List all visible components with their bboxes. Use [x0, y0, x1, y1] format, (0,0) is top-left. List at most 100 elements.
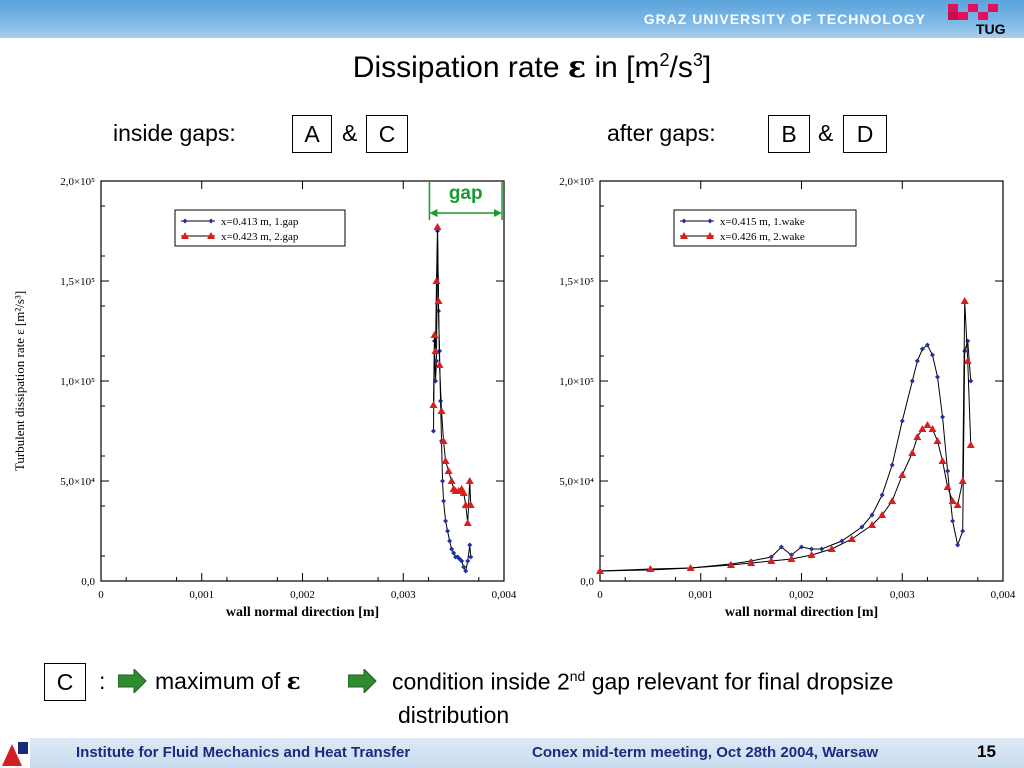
y-tick-label: 2,0×10⁵ — [559, 176, 594, 188]
footer-bar — [0, 738, 1024, 768]
legend-box — [673, 209, 857, 247]
data-point — [940, 414, 946, 420]
legend-marker — [208, 218, 214, 224]
series-1 — [596, 297, 975, 574]
y-tick-label: 5,0×10⁴ — [559, 476, 594, 488]
data-point — [923, 421, 932, 428]
data-point — [948, 497, 957, 504]
footer-meeting: Conex mid-term meeting, Oct 28th 2004, W… — [532, 744, 879, 761]
x-tick-label: 0,002 — [290, 589, 315, 601]
legend-marker — [681, 218, 687, 224]
title-sup1: 2 — [659, 50, 670, 70]
y-axis-label: Turbulent dissipation rate ε [m²/s³] — [12, 291, 27, 471]
condition-sup: nd — [569, 668, 586, 684]
data-point — [726, 561, 735, 568]
condition-pre: condition inside 2 — [392, 668, 570, 695]
data-point — [463, 519, 472, 526]
data-point — [953, 501, 962, 508]
data-point — [467, 542, 473, 548]
data-point — [955, 542, 961, 548]
y-tick-label: 5,0×10⁴ — [60, 476, 95, 488]
data-point — [441, 457, 450, 464]
data-point — [819, 546, 825, 552]
series-1 — [429, 223, 475, 526]
data-point — [962, 348, 968, 354]
slide-title: Dissipation rate ε in [m2/s3] — [0, 50, 1024, 85]
x-axis-label: wall normal direction [m] — [725, 605, 878, 620]
after-gaps-label: after gaps: — [607, 120, 716, 146]
title-sup2: 3 — [692, 50, 703, 70]
data-point — [449, 546, 455, 552]
data-point — [809, 546, 815, 552]
data-point — [461, 501, 470, 508]
gap-annotation: gap — [449, 183, 483, 204]
maximum-epsilon: ε — [286, 668, 301, 695]
x-tick-label: 0,003 — [890, 589, 915, 601]
data-point — [968, 378, 974, 384]
data-point — [929, 352, 935, 358]
data-point — [433, 358, 439, 364]
legend-marker — [707, 218, 713, 224]
y-tick-label: 0,0 — [580, 576, 594, 588]
data-point — [431, 347, 440, 354]
institute-logo-icon — [0, 738, 30, 768]
title-mid: in [m — [586, 51, 660, 84]
data-point — [935, 374, 941, 380]
data-point — [438, 398, 444, 404]
box-c: C — [366, 115, 408, 153]
inside-gaps-label: inside gaps: — [113, 120, 236, 146]
maximum-of-text: maximum of — [155, 668, 287, 694]
data-point — [451, 550, 457, 556]
legend-box — [174, 209, 346, 247]
data-point — [869, 512, 875, 518]
y-tick-label: 1,0×10⁵ — [60, 376, 95, 388]
legend-entry: x=0.426 m, 2.wake — [720, 231, 805, 243]
x-tick-label: 0 — [98, 589, 104, 601]
data-point — [778, 544, 784, 550]
x-tick-label: 0,001 — [189, 589, 214, 601]
x-tick-label: 0,002 — [789, 589, 814, 601]
data-point — [908, 449, 917, 456]
data-point — [879, 492, 885, 498]
title-mid2: /s — [669, 51, 693, 84]
series-0 — [597, 338, 974, 574]
data-point — [463, 568, 469, 574]
data-point — [960, 528, 966, 534]
footer-page-number: 15 — [977, 742, 996, 761]
footer-institute: Institute for Fluid Mechanics and Heat T… — [76, 744, 411, 761]
x-tick-label: 0 — [597, 589, 603, 601]
legend-marker — [706, 232, 714, 239]
data-point — [938, 457, 947, 464]
tug-logo-icon — [948, 4, 998, 20]
university-name: GRAZ UNIVERSITY OF TECHNOLOGY — [643, 11, 926, 27]
data-point — [918, 425, 927, 432]
y-tick-label: 1,0×10⁵ — [559, 376, 594, 388]
data-point — [435, 361, 444, 368]
title-prefix: Dissipation rate — [352, 51, 568, 84]
data-point — [447, 538, 453, 544]
legend-marker — [207, 232, 215, 239]
data-point — [747, 559, 756, 566]
x-tick-label: 0,004 — [991, 589, 1016, 601]
data-point — [443, 518, 449, 524]
data-point — [799, 544, 804, 550]
data-point — [963, 357, 972, 364]
x-tick-label: 0,004 — [492, 589, 517, 601]
data-point — [433, 223, 442, 230]
header-bar — [0, 0, 1024, 38]
y-tick-label: 2,0×10⁵ — [60, 176, 95, 188]
data-point — [899, 418, 905, 424]
data-point — [437, 407, 446, 414]
data-point — [943, 483, 952, 490]
data-point — [965, 338, 971, 344]
data-point — [430, 428, 436, 434]
gap-arrowhead-right — [494, 209, 502, 217]
conclusion-colon: : — [99, 668, 106, 694]
data-point — [847, 535, 856, 542]
series-line — [599, 300, 972, 572]
data-point — [960, 297, 969, 304]
data-point — [430, 331, 439, 338]
amp-left: & — [342, 120, 358, 146]
legend-entry: x=0.415 m, 1.wake — [720, 216, 805, 228]
data-point — [441, 498, 447, 504]
